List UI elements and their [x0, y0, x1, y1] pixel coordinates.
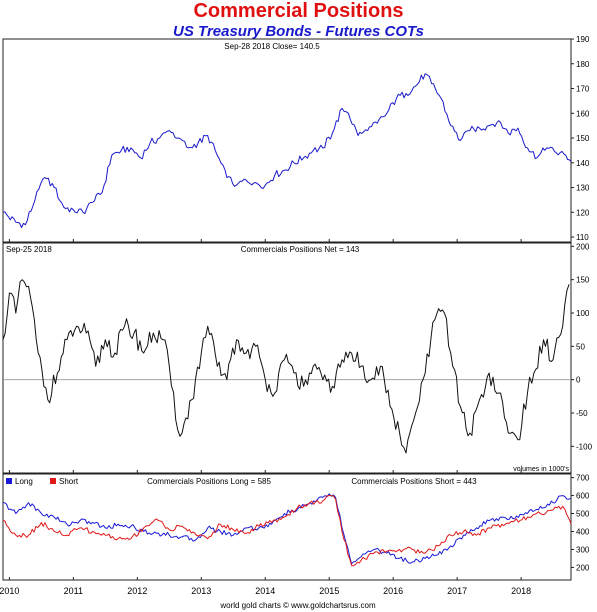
y-tick-label: 100: [576, 309, 590, 318]
price-series-line: [2, 73, 572, 228]
short-annotation: Commercials Positions Short = 443: [351, 477, 477, 486]
y-tick-label: 130: [576, 184, 590, 193]
legend-long-swatch: [6, 478, 12, 484]
price-close-annotation: Sep-28 2018 Close= 140.5: [224, 42, 320, 51]
y-tick-label: -100: [576, 442, 593, 451]
long-annotation: Commercials Positions Long = 585: [147, 477, 271, 486]
price-panel-frame: [2, 38, 572, 243]
footer-credit: world gold charts © www.goldchartsrus.co…: [219, 601, 376, 610]
net-date-annotation: Sep-25 2018: [6, 245, 52, 254]
x-tick-label: 2014: [255, 586, 275, 596]
y-tick-label: 120: [576, 208, 590, 217]
chart-title: Commercial Positions: [193, 0, 404, 22]
y-tick-label: 150: [576, 134, 590, 143]
y-tick-label: 200: [576, 563, 590, 572]
y-tick-label: 150: [576, 276, 590, 285]
y-tick-label: 500: [576, 510, 590, 519]
y-tick-label: 50: [576, 342, 585, 351]
y-tick-label: 300: [576, 545, 590, 554]
y-tick-label: 600: [576, 492, 590, 501]
y-tick-label: -50: [576, 409, 588, 418]
x-tick-label: 2011: [64, 586, 83, 596]
x-tick-label: 2012: [127, 586, 147, 596]
long-series-line: [2, 493, 572, 565]
y-tick-label: 700: [576, 474, 590, 483]
chart-marks: 110 120 130 140 150 160 170 180 190 -100 -50 0 50 100…: [0, 35, 593, 596]
x-tick-label: 2013: [191, 586, 211, 596]
x-tick-label: 2016: [383, 586, 403, 596]
net-value-annotation: Commercials Positions Net = 143: [241, 245, 360, 254]
net-series-line: [2, 279, 570, 454]
y-tick-label: 400: [576, 527, 590, 536]
y-tick-label: 180: [576, 60, 590, 69]
x-tick-label: 2018: [511, 586, 531, 596]
chart-subtitle: US Treasury Bonds - Futures COTs: [173, 23, 424, 40]
legend-short-label: Short: [59, 477, 79, 486]
y-tick-label: 160: [576, 109, 590, 118]
y-tick-label: 140: [576, 159, 590, 168]
y-tick-label: 110: [576, 233, 589, 242]
x-tick-label: 2015: [319, 586, 339, 596]
net-panel-frame: [2, 242, 572, 474]
y-tick-label: 170: [576, 85, 590, 94]
short-series-line: [2, 495, 572, 567]
legend-short-swatch: [50, 478, 56, 484]
x-tick-label: 2017: [447, 586, 467, 596]
x-tick-label: 2010: [0, 586, 19, 596]
y-tick-label: 200: [576, 242, 590, 251]
y-tick-label: 0: [576, 376, 581, 385]
long-short-panel-frame: [2, 473, 572, 581]
y-tick-label: 190: [576, 35, 590, 44]
volumes-note: volumes in 1000's: [513, 466, 569, 473]
legend-long-label: Long: [15, 477, 33, 486]
